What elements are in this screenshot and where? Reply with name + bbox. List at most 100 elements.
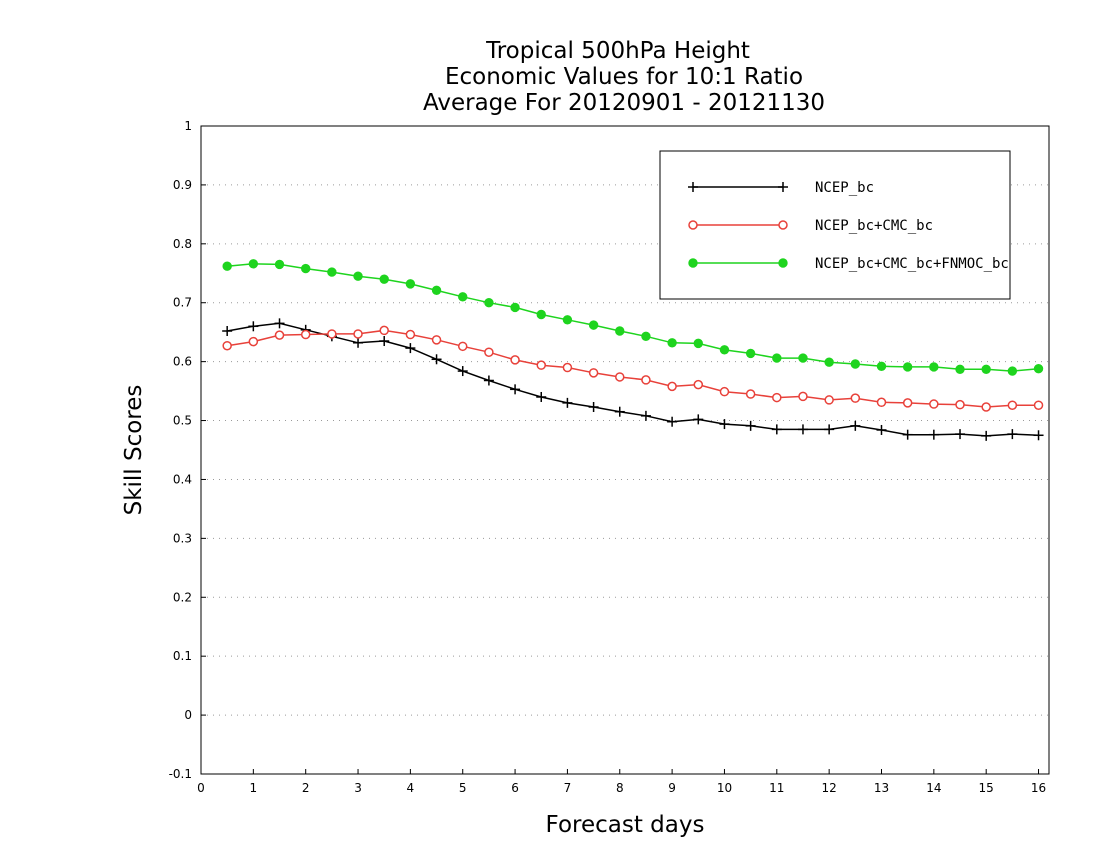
y-tick-label: -0.1	[169, 767, 192, 781]
data-point	[902, 398, 913, 408]
data-point	[772, 392, 782, 403]
data-point	[588, 320, 599, 330]
data-point	[771, 424, 782, 435]
data-point	[248, 321, 259, 332]
data-point	[1033, 400, 1044, 410]
data-point	[431, 285, 442, 296]
legend-marker	[688, 182, 698, 192]
data-point	[955, 429, 966, 440]
x-tick-label: 2	[302, 781, 310, 795]
data-point	[353, 271, 363, 281]
data-point	[536, 360, 546, 370]
data-point	[902, 429, 913, 440]
data-point	[457, 341, 468, 352]
data-point	[484, 347, 494, 357]
x-tick-label: 10	[717, 781, 732, 795]
data-point	[981, 402, 991, 412]
y-tick-label: 0.8	[173, 237, 192, 251]
x-tick-label: 5	[459, 781, 467, 795]
data-point	[562, 362, 573, 373]
data-point	[798, 391, 808, 402]
data-point	[745, 389, 756, 399]
data-point	[824, 424, 835, 435]
x-tick-label: 6	[511, 781, 519, 795]
x-axis-ticks: 0 1 2 3 4 5 6 7 8 9 10 11 12 13 14 15 16	[197, 769, 1046, 795]
data-point	[850, 393, 861, 403]
data-point	[588, 401, 599, 412]
data-point	[667, 381, 677, 392]
data-point	[379, 325, 389, 336]
x-tick-label: 9	[668, 781, 676, 795]
data-point	[824, 395, 834, 405]
chart-titles: Tropical 500hPa Height Economic Values f…	[423, 38, 825, 116]
data-point	[300, 263, 311, 274]
data-point	[615, 372, 625, 382]
data-point	[798, 353, 808, 363]
data-point	[405, 279, 416, 289]
y-axis-title: Skill Scores	[121, 385, 147, 516]
data-point	[510, 355, 520, 365]
x-tick-label: 0	[197, 781, 205, 795]
data-point	[640, 410, 651, 421]
data-point	[719, 386, 730, 397]
data-point	[928, 429, 939, 440]
y-tick-label: 0.6	[173, 355, 192, 369]
x-tick-label: 8	[616, 781, 624, 795]
chart-legend: NCEP_bc NCEP_bc+CMC_bc NCEP_bc+CMC_bc+FNMO…	[659, 150, 1011, 300]
data-point	[745, 420, 756, 431]
series-2	[222, 259, 1044, 376]
data-point	[929, 362, 939, 372]
data-point	[719, 419, 730, 430]
data-point	[327, 267, 337, 277]
x-tick-label: 15	[979, 781, 994, 795]
data-point	[274, 330, 285, 340]
legend-label: NCEP_bc+CMC_bc	[815, 218, 933, 234]
data-point	[929, 399, 939, 409]
data-point	[615, 326, 625, 336]
data-point	[1007, 366, 1018, 376]
legend-marker	[778, 258, 788, 268]
data-point	[693, 379, 704, 390]
y-tick-label: 0.1	[173, 649, 192, 663]
data-point	[1007, 429, 1018, 440]
data-point	[641, 375, 651, 385]
data-point	[955, 399, 965, 410]
data-point	[327, 329, 337, 339]
y-tick-label: 0	[184, 708, 192, 722]
y-tick-label: 0.2	[173, 590, 192, 604]
data-point	[222, 326, 233, 337]
data-point	[274, 259, 285, 270]
data-point	[745, 348, 756, 359]
x-tick-label: 1	[250, 781, 258, 795]
data-point	[222, 340, 232, 351]
x-tick-label: 14	[926, 781, 941, 795]
chart-series-layer	[222, 259, 1044, 441]
series-1	[222, 325, 1044, 412]
legend-item-1: NCEP_bc+CMC_bc	[688, 218, 933, 234]
series-line	[227, 322, 1039, 437]
data-point	[667, 416, 678, 427]
y-tick-label: 0.4	[173, 472, 192, 486]
data-point	[562, 397, 573, 408]
data-point	[667, 338, 677, 348]
chart-title-line-2: Economic Values for 10:1 Ratio	[445, 64, 803, 90]
y-tick-label: 0.5	[173, 414, 192, 428]
chart-title-line-1: Tropical 500hPa Height	[485, 38, 750, 64]
data-point	[248, 259, 259, 269]
data-point	[981, 430, 992, 441]
legend-item-0: NCEP_bc	[688, 180, 874, 196]
y-tick-label: 0.9	[173, 178, 192, 192]
legend-label: NCEP_bc+CMC_bc+FNMOC_bc	[815, 256, 1009, 272]
data-point	[797, 424, 808, 435]
data-point	[510, 302, 520, 313]
data-point	[379, 336, 390, 347]
data-point	[614, 406, 625, 417]
data-point	[457, 366, 468, 377]
data-point	[693, 414, 704, 425]
data-point	[353, 337, 364, 348]
data-point	[902, 362, 913, 372]
data-point	[379, 274, 389, 284]
legend-marker	[778, 182, 788, 192]
data-point	[588, 368, 599, 378]
x-tick-label: 12	[822, 781, 837, 795]
